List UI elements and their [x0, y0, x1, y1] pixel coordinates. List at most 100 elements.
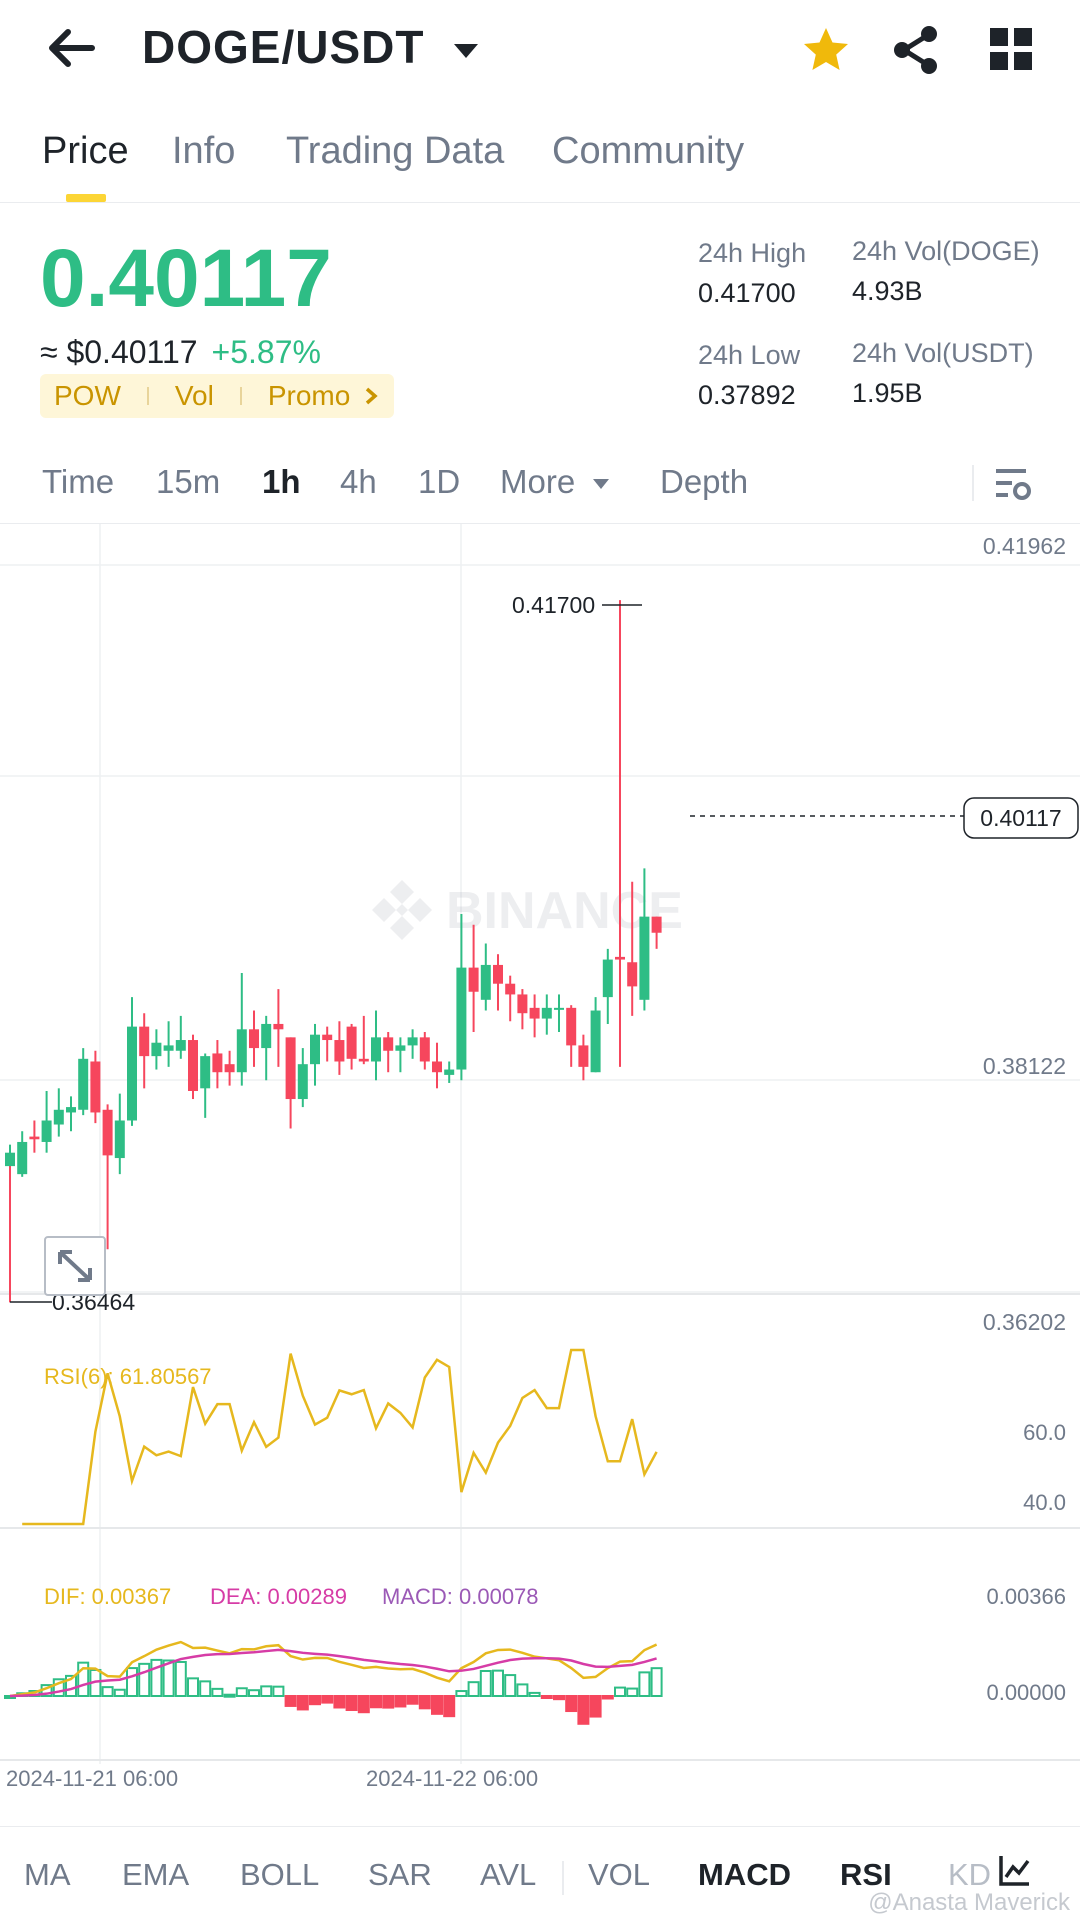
expand-icon	[58, 1250, 92, 1282]
high-marker: 0.41700	[512, 592, 595, 618]
indicator-avl[interactable]: AVL	[480, 1857, 537, 1892]
candle-body	[127, 1026, 137, 1121]
tag-strip[interactable]: POW Vol Promo	[40, 374, 395, 418]
candle-body	[651, 916, 662, 933]
price-chart[interactable]: BINANCE 0.41962 0.38122 0.36202 0.40117 …	[0, 524, 1080, 1804]
candle-body	[432, 1061, 442, 1073]
pair-selector[interactable]: DOGE/USDT	[142, 20, 480, 74]
star-icon	[804, 28, 848, 70]
macd-histogram-bar	[162, 1659, 175, 1697]
back-arrow-icon	[49, 29, 95, 67]
candle-body	[590, 1010, 601, 1073]
candle-body	[273, 1023, 284, 1030]
macd-histogram-bar	[223, 1693, 236, 1698]
candle-body	[66, 1107, 76, 1113]
interval-time[interactable]: Time	[42, 463, 115, 500]
indicator-boll[interactable]: BOLL	[240, 1857, 320, 1892]
macd-histogram-bar	[321, 1695, 334, 1704]
macd-histogram-bar	[126, 1667, 138, 1697]
candle-body	[261, 1023, 272, 1049]
macd-histogram-bar	[150, 1658, 163, 1698]
macd-histogram-bar	[113, 1688, 126, 1697]
candle-body	[249, 1029, 259, 1049]
candle-body	[615, 956, 625, 960]
interval-15m[interactable]: 15m	[156, 463, 221, 500]
interval-bar: Time 15m 1h 4h 1D More Depth	[0, 455, 1080, 524]
candle-body	[554, 1007, 564, 1010]
indicator-vol[interactable]: VOL	[588, 1857, 651, 1892]
candle-body	[188, 1040, 198, 1091]
share-icon	[894, 26, 937, 74]
back-button[interactable]	[40, 22, 100, 74]
candle-body	[90, 1061, 101, 1113]
caret-down-icon	[454, 43, 479, 58]
candle-body	[285, 1037, 296, 1100]
last-price: 0.40117	[40, 233, 332, 324]
interval-more[interactable]: More	[500, 463, 610, 501]
macd-histogram-bar	[455, 1690, 468, 1697]
pair-title: DOGE/USDT	[142, 21, 425, 73]
tag-promo[interactable]: Promo	[267, 380, 351, 411]
macd-histogram-bar	[187, 1677, 199, 1697]
candle-body	[151, 1042, 162, 1057]
indicator-settings-button[interactable]	[998, 1853, 1032, 1892]
macd-label: MACD: 0.00078	[382, 1584, 539, 1609]
candle-body	[175, 1040, 186, 1051]
interval-1d[interactable]: 1D	[418, 463, 461, 500]
macd-histogram-bar	[65, 1674, 77, 1697]
candle-body	[358, 1058, 369, 1062]
macd-histogram-bar	[284, 1695, 297, 1707]
grid-menu-button[interactable]	[988, 26, 1034, 72]
candle-body	[395, 1045, 406, 1051]
macd-histogram-bar	[650, 1667, 663, 1698]
macd-histogram-bar	[272, 1685, 285, 1697]
macd-axis-label: 0.00000	[986, 1680, 1066, 1705]
stat-high-label: 24h High	[698, 238, 807, 268]
interval-depth[interactable]: Depth	[660, 463, 749, 500]
tag-pow[interactable]: POW	[54, 380, 121, 411]
candle-body	[529, 1007, 540, 1019]
candle-body	[17, 1141, 28, 1175]
dea-label: DEA: 0.00289	[210, 1584, 347, 1609]
candle-body	[102, 1109, 113, 1156]
macd-histogram-bar	[77, 1661, 90, 1697]
grid-icon	[990, 28, 1032, 70]
macd-histogram-bar	[504, 1674, 517, 1697]
indicator-ma[interactable]: MA	[24, 1857, 71, 1892]
macd-histogram-bar	[516, 1683, 529, 1698]
share-button[interactable]	[890, 24, 942, 76]
chart-settings-button[interactable]	[994, 465, 1032, 508]
rsi-panel	[22, 1348, 658, 1526]
rsi-line	[22, 1348, 658, 1526]
divider	[562, 1861, 564, 1895]
macd-histogram-bar	[345, 1695, 358, 1711]
favorite-button[interactable]	[800, 24, 852, 76]
tab-trading-data[interactable]: Trading Data	[286, 130, 505, 172]
indicator-kd[interactable]: KD	[948, 1857, 992, 1892]
indicator-ema[interactable]: EMA	[122, 1857, 190, 1892]
indicator-sar[interactable]: SAR	[368, 1857, 432, 1892]
macd-histogram-bar	[553, 1695, 565, 1701]
macd-histogram-bar	[467, 1681, 480, 1697]
indicator-macd[interactable]: MACD	[698, 1857, 791, 1892]
macd-histogram-bar	[626, 1687, 639, 1697]
candle-body	[505, 983, 516, 995]
tab-community[interactable]: Community	[552, 130, 745, 172]
tab-price[interactable]: Price	[42, 130, 129, 172]
macd-histogram-bar	[174, 1660, 187, 1698]
candle-body	[468, 967, 479, 992]
candle-body	[5, 1152, 15, 1167]
tab-info[interactable]: Info	[172, 130, 236, 172]
macd-panel	[4, 1640, 663, 1725]
interval-1h[interactable]: 1h	[262, 463, 301, 500]
stat-vol-usdt-label: 24h Vol(USDT)	[852, 338, 1034, 368]
usd-price-row: ≈ $0.40117 +5.87%	[40, 334, 321, 371]
interval-4h[interactable]: 4h	[340, 463, 377, 500]
candle-body	[346, 1026, 357, 1059]
indicator-rsi[interactable]: RSI	[840, 1857, 892, 1892]
macd-histogram-bar	[199, 1680, 212, 1697]
tag-vol[interactable]: Vol	[174, 380, 214, 411]
macd-histogram-bar	[614, 1686, 626, 1698]
macd-histogram-bar	[211, 1687, 224, 1698]
fullscreen-button[interactable]	[44, 1236, 106, 1296]
